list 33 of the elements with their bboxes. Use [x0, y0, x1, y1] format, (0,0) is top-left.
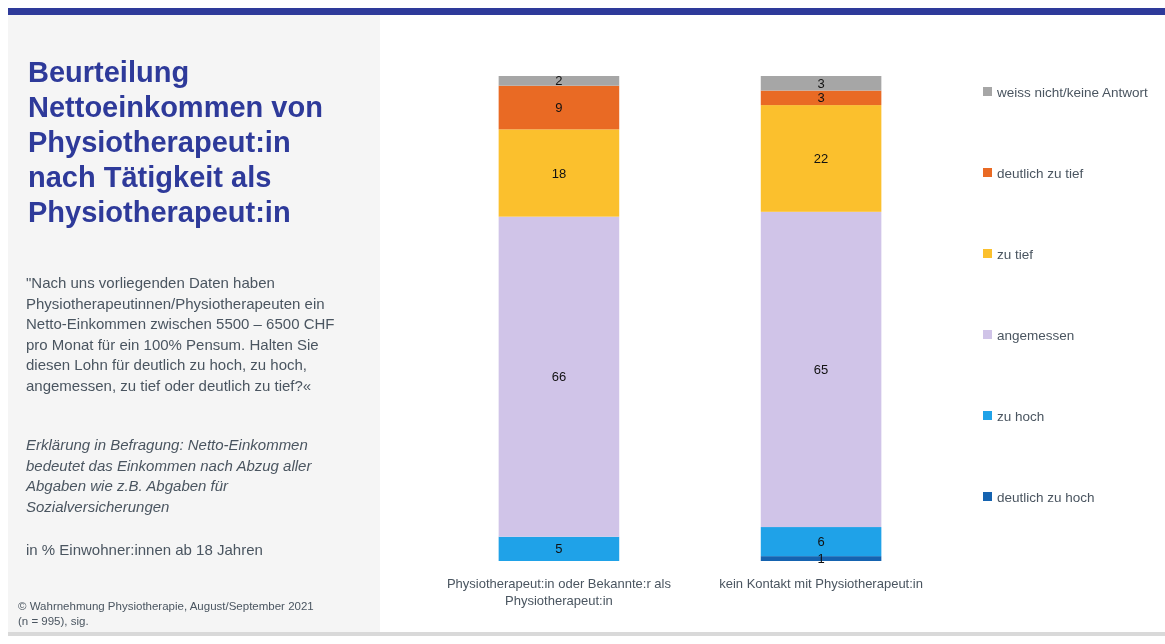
- x-tick-label: kein Kontakt mit Physiotherapeut:in: [719, 576, 923, 591]
- bar: [498, 76, 620, 86]
- data-label: 2: [555, 73, 563, 89]
- data-label: 6: [817, 534, 825, 550]
- bar: [498, 129, 620, 217]
- data-label: 22: [813, 151, 829, 166]
- bar: [760, 105, 882, 212]
- data-label: 65: [813, 361, 829, 377]
- legend-label: weiss nicht/keine Antwort: [996, 84, 1149, 100]
- data-label: 18: [551, 165, 567, 181]
- bar: [760, 211, 882, 528]
- bar: [760, 556, 882, 561]
- bar: [760, 90, 882, 106]
- data-label: 66: [551, 369, 567, 385]
- x-tick-label: Physiotherapeut:in oder Bekannte:r als Physiotherapeut:in: [446, 576, 672, 608]
- legend-label: zu hoch: [997, 408, 1045, 424]
- bar: [498, 216, 620, 537]
- data-label: 5: [555, 541, 563, 557]
- bar: [498, 85, 620, 130]
- bar: [760, 76, 882, 91]
- text: Beurteilung Nettoeinkommen von Physiotherapeut:in nach Tätigkeit als Physiotherapeut:in: [28, 55, 324, 230]
- legend-label: deutlich zu tief: [997, 165, 1084, 181]
- data-label: 9: [555, 100, 563, 116]
- legend-label: deutlich zu hoch: [997, 489, 1095, 505]
- text: Erklärung in Befragung: Netto-Einkommen bedeutet das Einkommen nach Abzug aller Abgaben wie z.B. Abgaben für Sozialversicherungen: [26, 435, 313, 517]
- data-label: 3: [817, 75, 825, 91]
- bar: [498, 536, 620, 561]
- text: in % Einwohner:innen ab 18 Jahren: [26, 540, 264, 560]
- legend-label: angemessen: [997, 327, 1075, 343]
- text: "Nach uns vorliegenden Daten haben Physiotherapeutinnen/Physiotherapeuten ein Netto-Einkommen zwischen 5500 – 6500 CHF pro Monat für ein 100% Pensum. Halten Sie diesen Lohn für deutlich zu hoch, zu hoch, angemessen, zu tief oder deutlich zu tief?«: [26, 273, 336, 396]
- data-label: 3: [817, 90, 825, 106]
- text: © Wahrnehmung Physiotherapie, August/September 2021 (n = 995), sig.: [18, 599, 315, 629]
- legend-label: zu tief: [997, 246, 1034, 262]
